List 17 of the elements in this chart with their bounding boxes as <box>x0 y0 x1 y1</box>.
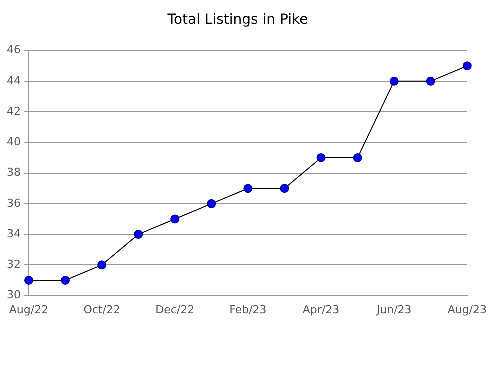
y-tick-label: 40 <box>6 136 21 149</box>
y-tick-label: 42 <box>6 104 21 118</box>
chart-title: Total Listings in Pike <box>166 12 308 28</box>
x-tick-label: Feb/23 <box>230 303 267 316</box>
x-tick-label: Apr/23 <box>302 303 340 316</box>
x-tick-label: Dec/22 <box>156 303 195 316</box>
x-tick-label: Aug/23 <box>448 303 488 316</box>
x-tick-label: Jun/23 <box>376 303 412 316</box>
y-tick-label: 32 <box>6 258 21 272</box>
y-tick-label: 46 <box>6 44 21 57</box>
y-tick-label: 38 <box>6 166 21 180</box>
y-tick-label: 34 <box>6 227 21 240</box>
x-tick-label: Oct/22 <box>84 303 120 316</box>
y-tick-label: 36 <box>6 196 21 210</box>
y-tick-label: 44 <box>6 74 21 88</box>
x-tick-label: Aug/22 <box>9 303 49 316</box>
y-tick-label: 30 <box>6 288 21 302</box>
